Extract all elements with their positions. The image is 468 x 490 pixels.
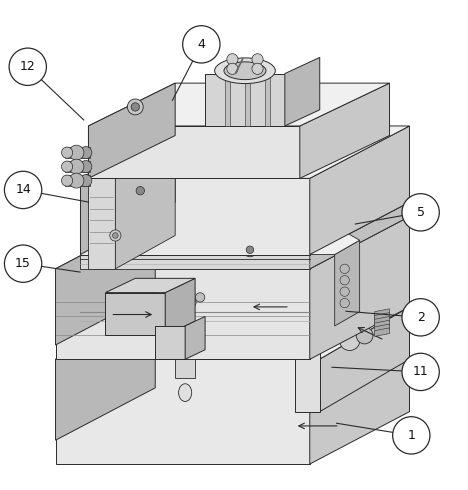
Circle shape — [339, 330, 360, 350]
Circle shape — [136, 187, 145, 195]
Polygon shape — [80, 202, 410, 254]
Circle shape — [297, 145, 313, 161]
Polygon shape — [374, 313, 389, 321]
Polygon shape — [320, 307, 410, 412]
Polygon shape — [205, 74, 285, 126]
Text: 5: 5 — [417, 206, 424, 219]
Polygon shape — [185, 317, 205, 359]
Polygon shape — [374, 320, 389, 329]
Circle shape — [196, 293, 205, 302]
Polygon shape — [310, 126, 410, 254]
Circle shape — [393, 416, 430, 454]
Polygon shape — [88, 126, 300, 178]
Circle shape — [187, 299, 193, 305]
Circle shape — [252, 54, 263, 65]
Text: 2: 2 — [417, 311, 424, 324]
Polygon shape — [80, 126, 410, 178]
Polygon shape — [88, 83, 389, 126]
Polygon shape — [175, 359, 195, 378]
Polygon shape — [115, 145, 175, 269]
Circle shape — [4, 172, 42, 209]
Polygon shape — [105, 278, 195, 293]
Text: 12: 12 — [20, 60, 36, 73]
Circle shape — [69, 173, 84, 188]
Circle shape — [340, 298, 349, 308]
Polygon shape — [295, 326, 320, 412]
Text: 14: 14 — [15, 183, 31, 196]
Polygon shape — [56, 359, 310, 464]
Polygon shape — [300, 83, 389, 178]
Polygon shape — [310, 226, 359, 254]
Circle shape — [9, 48, 46, 85]
Polygon shape — [165, 278, 195, 336]
Circle shape — [110, 230, 121, 241]
Polygon shape — [245, 74, 250, 126]
Polygon shape — [374, 317, 389, 325]
Polygon shape — [225, 74, 230, 126]
Polygon shape — [88, 83, 175, 178]
Text: 4: 4 — [197, 38, 205, 51]
Circle shape — [243, 243, 257, 257]
Circle shape — [69, 145, 84, 160]
Polygon shape — [80, 254, 310, 269]
Circle shape — [80, 174, 92, 187]
Circle shape — [112, 233, 118, 238]
Circle shape — [227, 54, 238, 65]
Polygon shape — [88, 178, 115, 269]
Polygon shape — [310, 202, 410, 269]
Ellipse shape — [179, 384, 192, 401]
Polygon shape — [310, 307, 410, 464]
Circle shape — [80, 161, 92, 172]
Circle shape — [184, 296, 196, 308]
Text: 15: 15 — [15, 257, 31, 270]
Circle shape — [402, 299, 439, 336]
Circle shape — [127, 99, 143, 115]
Ellipse shape — [224, 62, 266, 79]
Circle shape — [61, 175, 73, 186]
Circle shape — [340, 287, 349, 296]
Polygon shape — [374, 324, 389, 333]
Circle shape — [69, 159, 84, 174]
Polygon shape — [56, 217, 410, 269]
Circle shape — [61, 147, 73, 158]
Polygon shape — [56, 269, 310, 359]
Polygon shape — [65, 175, 90, 186]
Circle shape — [402, 353, 439, 391]
Polygon shape — [265, 74, 270, 126]
Polygon shape — [80, 178, 310, 254]
Polygon shape — [335, 240, 359, 326]
Circle shape — [227, 63, 238, 74]
Text: 1: 1 — [407, 429, 415, 442]
Circle shape — [356, 327, 373, 344]
Text: 11: 11 — [413, 366, 429, 378]
Circle shape — [80, 147, 92, 159]
Polygon shape — [310, 217, 410, 359]
Polygon shape — [80, 126, 175, 254]
Polygon shape — [56, 307, 155, 440]
Circle shape — [340, 264, 349, 273]
Circle shape — [4, 245, 42, 282]
Circle shape — [61, 161, 73, 172]
Polygon shape — [374, 309, 389, 318]
Polygon shape — [56, 217, 155, 345]
Polygon shape — [374, 328, 389, 337]
Circle shape — [402, 194, 439, 231]
Polygon shape — [65, 161, 90, 172]
Circle shape — [252, 63, 263, 74]
Circle shape — [132, 183, 148, 198]
Polygon shape — [320, 273, 410, 359]
Polygon shape — [56, 307, 410, 359]
Polygon shape — [105, 293, 165, 336]
Circle shape — [131, 103, 139, 111]
Circle shape — [246, 246, 254, 253]
Circle shape — [183, 25, 220, 63]
Ellipse shape — [215, 58, 275, 84]
Polygon shape — [65, 147, 90, 158]
Circle shape — [340, 275, 349, 285]
Circle shape — [300, 148, 309, 157]
Polygon shape — [155, 326, 185, 359]
Polygon shape — [285, 57, 320, 126]
